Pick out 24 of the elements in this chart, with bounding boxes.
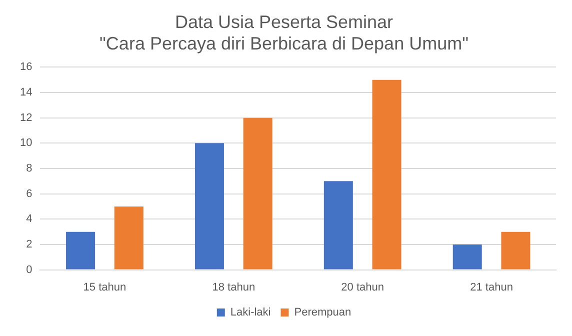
bar	[324, 181, 353, 270]
y-tick-label: 0	[26, 264, 32, 276]
y-tick-label: 14	[20, 86, 32, 99]
y-tick-label: 10	[20, 137, 32, 150]
y-tick-label: 4	[26, 213, 32, 226]
x-tick-label: 21 tahun	[470, 281, 513, 294]
bar	[114, 206, 144, 270]
bar	[194, 143, 224, 270]
legend-label: Laki-laki	[230, 306, 271, 319]
y-tick-label: 6	[26, 188, 32, 200]
y-tick-label: 12	[20, 112, 32, 124]
legend-label: Perempuan	[294, 306, 352, 319]
bar	[243, 118, 272, 270]
y-tick-label: 2	[26, 238, 32, 251]
y-tick-label: 16	[20, 61, 32, 74]
x-tick-label: 18 tahun	[212, 281, 256, 294]
chart-title: Data Usia Peserta Seminar "Cara Percaya diri Berbicara di Depan Umum"	[100, 12, 468, 54]
bar	[66, 232, 96, 270]
x-tick-label: 15 tahun	[83, 281, 126, 294]
y-tick-label: 8	[26, 162, 32, 175]
x-tick-label: 20 tahun	[341, 281, 384, 294]
bar	[372, 80, 402, 270]
bar	[452, 244, 482, 270]
bar	[501, 232, 530, 270]
